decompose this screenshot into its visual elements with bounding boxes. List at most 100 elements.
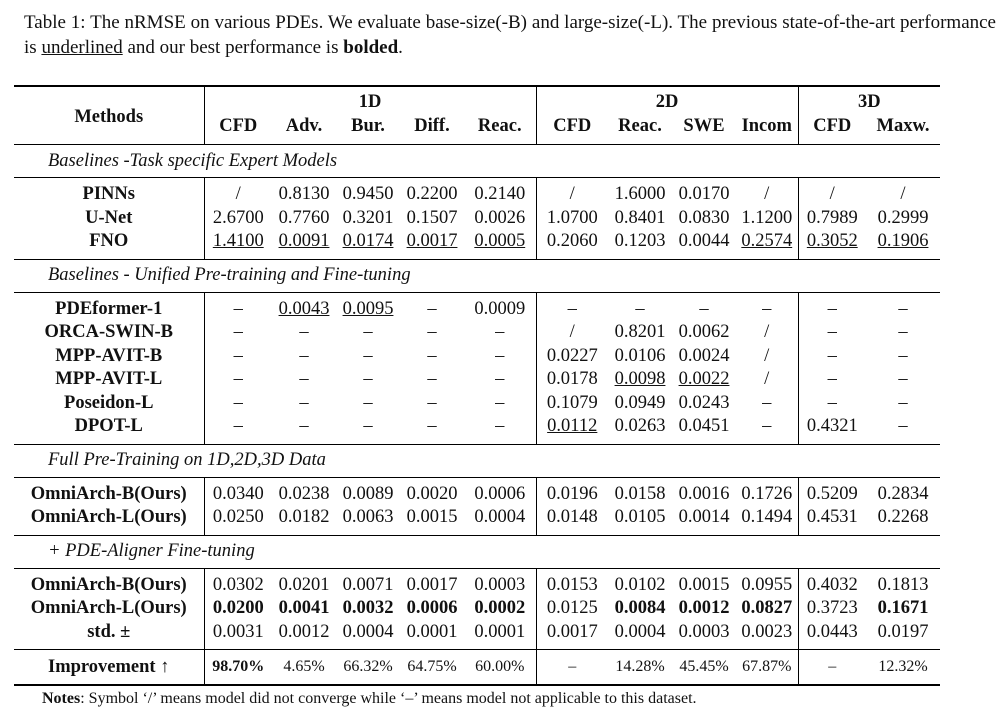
data-row: OmniArch-L(Ours) 0.0250 0.0182 0.0063 0.0015… [14,506,940,535]
notes-label: Notes [42,690,81,707]
cell-value: 12.32% [878,658,928,675]
cell-value: 0.2060 [546,231,598,252]
cell-value: / [569,322,575,343]
cell: / [736,321,798,345]
cell: – [203,391,272,415]
method-name: ORCA-SWIN-B [44,322,173,343]
cell-value: 0.0263 [614,416,666,437]
method-name: OmniArch-L(Ours) [30,598,187,619]
cell-value: – [495,322,505,343]
group-header: 1D [203,86,536,115]
cell: 0.3201 [336,207,400,231]
method-name: MPP-AVIT-B [55,345,163,366]
cell-value: 0.0955 [741,574,793,595]
cell-value: – [828,658,837,675]
cell: 0.0197 [866,621,940,650]
cell: 0.0063 [336,506,400,535]
cell: 2.6700 [203,206,272,230]
method-name: OmniArch-B(Ours) [30,574,187,595]
cell-value: 0.1726 [741,483,793,504]
cell-value: 0.9450 [342,184,394,205]
cell-value: 0.0125 [546,598,598,619]
cell-value: 2.6700 [212,207,264,228]
cell: 0.0024 [672,345,736,369]
cell: – [797,368,866,392]
section-row: Baselines -Task specific Expert Models [14,144,940,178]
data-row: ORCA-SWIN-B – – – – – / 0.8201 0.0062 / – – [14,321,940,345]
cell-value: 0.0003 [474,574,526,595]
cell: – [336,368,400,392]
cell: 0.2268 [866,506,940,535]
cell: / [203,177,272,207]
cell: 0.0955 [736,568,798,597]
cell: – [203,321,272,345]
notes: Notes: Symbol ‘/’ means model did not co… [42,690,697,708]
cell: 0.0263 [608,415,672,444]
cell-value: 0.0024 [678,345,730,366]
cell: 0.0003 [672,621,736,650]
cell: 0.0001 [400,621,464,650]
cell-value: 0.4032 [806,574,858,595]
cell-value: – [495,392,505,413]
column-header: Reac. [618,115,662,136]
caption: Table 1: The nRMSE on various PDEs. We e… [24,10,996,60]
column-header: Maxw. [876,115,930,136]
caption-underlined: underlined [41,37,123,58]
caption-text: Table 1: The nRMSE on various PDEs. We e… [24,12,996,58]
cell: 0.4032 [797,568,866,597]
cell-value: 0.0044 [678,231,730,252]
cell-value: 60.00% [475,658,525,675]
cell: 12.32% [866,649,940,685]
cell-value: 0.0153 [546,574,598,595]
cell-value: – [495,416,505,437]
cell: 0.0015 [400,506,464,535]
cell-value: 0.0227 [546,345,598,366]
cell-value: / [569,184,575,205]
cell: 0.4531 [797,506,866,535]
cell: 0.7989 [797,206,866,230]
cell: 0.0032 [336,597,400,621]
cell-value: 0.0001 [474,621,526,642]
cell: 1.1200 [736,207,798,231]
cell: 0.0017 [535,620,608,650]
cell-value: – [427,298,437,319]
cell: 0.0091 [272,230,336,259]
data-row: PINNs / 0.8130 0.9450 0.2200 0.2140 / 1.6000 0.0… [14,177,940,207]
cell: 0.2834 [866,477,940,506]
caption-text: and our best performance is [122,37,344,58]
cell-value: 0.0012 [678,598,730,619]
cell: 0.0302 [203,568,272,597]
cell: 45.45% [672,649,736,685]
cell: 0.0451 [672,415,736,444]
cell-value: 14.28% [615,658,665,675]
cell-value: / [764,184,770,205]
method-name: Improvement ↑ [14,649,204,685]
cell: 0.1494 [736,506,798,535]
cell: 0.0023 [736,621,798,650]
data-row: std. ± 0.0031 0.0012 0.0004 0.0001 0.0001 0.00… [14,620,940,650]
cell: 0.1079 [535,391,608,415]
cell-value: – [363,416,373,437]
cell-value: – [827,369,837,390]
cell: / [797,177,866,207]
cell: 0.0071 [336,568,400,597]
cell: / [866,178,940,207]
cell-value: 0.0158 [614,483,666,504]
cell-value: / [764,322,770,343]
method-name: U-Net [85,207,133,228]
cell: 0.0196 [535,477,608,506]
cell: – [203,344,272,368]
cell: 0.0084 [608,597,672,621]
cell-value: – [898,322,908,343]
column-header: Reac. [477,115,522,136]
cell: 0.0004 [608,621,672,650]
data-row: OmniArch-B(Ours) 0.0340 0.0238 0.0089 0.0020… [14,477,940,506]
cell: 0.0005 [464,230,536,259]
cell-value: – [762,298,772,319]
cell-value: / [235,184,241,205]
cell-value: – [427,369,437,390]
cell-value: 0.0006 [406,598,458,619]
cell: 0.3723 [797,597,866,621]
cell-value: 67.87% [742,658,792,675]
column-header: Bur. [351,115,385,136]
